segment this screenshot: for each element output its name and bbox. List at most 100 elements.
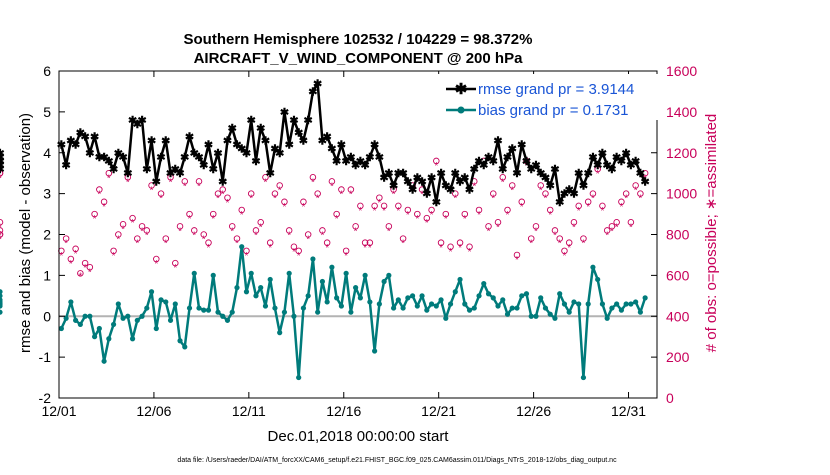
obs-assimilated-point: * — [221, 190, 225, 201]
rmse-point: ✱ — [579, 180, 588, 192]
rmse-point: ✱ — [527, 164, 536, 176]
bias-point — [495, 303, 501, 309]
obs-possible-point — [641, 169, 649, 177]
obs-assimilated-point: * — [192, 231, 196, 242]
bias-point — [400, 305, 406, 311]
rmse-point: ✱ — [218, 176, 227, 188]
obs-possible-point — [494, 218, 502, 226]
bias-point — [253, 293, 259, 299]
rmse-point: ✱ — [294, 127, 303, 139]
obs-assimilated-point: * — [202, 235, 206, 246]
rmse-point: ✱ — [508, 144, 517, 156]
obs-possible-point — [62, 235, 70, 242]
bias-point — [191, 270, 197, 276]
obs-assimilated-point: * — [83, 263, 87, 274]
obs-assimilated-point: * — [591, 194, 595, 205]
x-tick-label: 12/11 — [232, 403, 266, 419]
bias-point — [224, 317, 231, 323]
obs-possible-point — [276, 182, 283, 189]
bias-point — [595, 276, 601, 283]
rmse-point: ✱ — [171, 164, 180, 176]
bias-point — [158, 297, 164, 303]
obs-possible-point — [243, 247, 250, 255]
rmse-point: ✱ — [123, 168, 132, 180]
rmse-point: ✱ — [389, 180, 398, 192]
obs-possible-point — [86, 263, 94, 271]
rmse-point: ✱ — [361, 160, 370, 172]
rmse-point: ✱ — [517, 140, 526, 152]
bias-point — [148, 289, 155, 295]
obs-assimilated-point: * — [581, 239, 585, 250]
obs-possible-point — [622, 190, 630, 197]
obs-assimilated-point: * — [458, 243, 462, 254]
obs-assimilated-point: * — [140, 226, 144, 237]
obs-possible-point — [376, 194, 383, 201]
bias-point — [296, 374, 302, 381]
obs-possible-point — [589, 190, 597, 197]
obs-possible-point — [556, 235, 563, 242]
obs-possible-point — [323, 239, 331, 246]
obs-assimilated-point: * — [131, 218, 135, 229]
obs-assimilated-point: * — [197, 181, 201, 192]
rmse-point: ✱ — [408, 185, 417, 197]
obs-possible-point — [508, 182, 516, 189]
obs-possible-point — [124, 174, 132, 181]
rmse-point: ✱ — [465, 185, 474, 197]
obs-assimilated-point: * — [634, 186, 638, 197]
obs-possible-point — [490, 190, 497, 197]
bias-point — [552, 315, 558, 321]
obs-assimilated-point: * — [97, 190, 101, 201]
obs-assimilated-point: * — [544, 194, 548, 205]
obs-possible-point — [319, 227, 326, 234]
obs-assimilated-point: * — [0, 173, 2, 184]
bias-point — [172, 301, 178, 307]
rmse-point: ✱ — [251, 156, 260, 168]
bias-point — [338, 303, 344, 309]
rmse-point: ✱ — [436, 168, 445, 180]
rmse-point: ✱ — [327, 144, 336, 156]
obs-assimilated-point: * — [377, 198, 381, 209]
obs-assimilated-point: * — [330, 181, 334, 192]
obs-assimilated-point: * — [600, 206, 604, 217]
obs-assimilated-point: * — [297, 251, 301, 262]
rmse-point: ✱ — [512, 168, 521, 180]
rmse-point: ✱ — [228, 123, 237, 135]
obs-possible-point — [499, 174, 507, 181]
bias-point — [182, 344, 188, 350]
obs-assimilated-point: * — [273, 194, 277, 205]
bias-point — [405, 295, 411, 301]
obs-possible-point — [219, 186, 226, 193]
bias-point — [129, 336, 136, 342]
bias-point — [310, 256, 316, 262]
bias-point — [395, 297, 401, 303]
obs-assimilated-point: * — [320, 231, 324, 242]
rmse-point: ✱ — [304, 115, 313, 127]
bias-point — [447, 301, 454, 307]
obs-possible-point — [176, 223, 184, 230]
rmse-point: ✱ — [522, 156, 531, 168]
obs-possible-point — [546, 206, 554, 214]
rmse-point: ✱ — [114, 148, 123, 160]
obs-assimilated-point: * — [259, 222, 263, 233]
obs-assimilated-point: * — [624, 194, 628, 205]
rmse-point: ✱ — [565, 185, 574, 197]
obs-possible-point — [224, 194, 231, 201]
obs-possible-point — [414, 210, 421, 218]
obs-assimilated-point: * — [638, 194, 642, 205]
obs-assimilated-point: * — [491, 194, 495, 205]
obs-possible-point — [262, 174, 269, 181]
obs-possible-point — [238, 206, 245, 214]
rmse-point: ✱ — [356, 156, 365, 168]
obs-possible-point — [115, 231, 122, 238]
rmse-point: ✱ — [626, 160, 635, 172]
rmse-point: ✱ — [85, 148, 94, 160]
obs-possible-point — [300, 198, 307, 206]
obs-possible-point — [371, 202, 378, 210]
obs-possible-point — [580, 235, 587, 242]
y-tick-label-right: 1600 — [666, 63, 697, 79]
obs-possible-point — [81, 259, 89, 267]
y-tick-label-left: -2 — [39, 390, 52, 406]
x-axis-label: Dec.01,2018 00:00:00 start — [268, 428, 450, 445]
obs-assimilated-point: * — [154, 259, 158, 270]
